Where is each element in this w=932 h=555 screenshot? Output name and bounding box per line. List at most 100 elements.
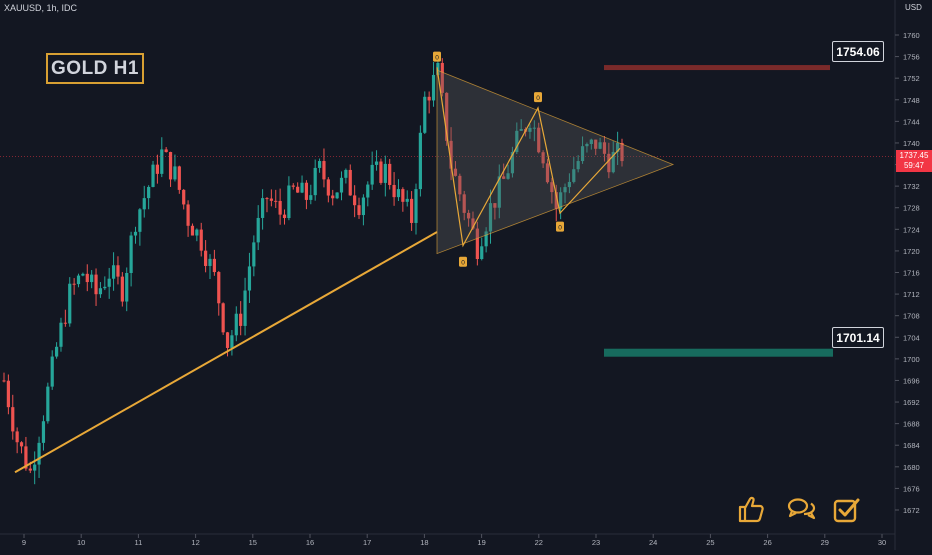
price-tick-label: 1676 [903,484,920,493]
candle-body [335,192,339,199]
candle-body [63,322,67,324]
candle-body [225,332,230,348]
candle-body [265,198,269,200]
price-tick-label: 1700 [903,355,920,364]
thumbs-up-icon[interactable] [736,494,766,524]
candle-body [502,176,506,179]
candle-body [94,274,98,295]
time-tick-label: 23 [592,538,600,547]
candle-body [204,250,208,266]
candle-body [484,231,488,247]
candle-body [475,228,479,260]
candle-body [256,217,260,243]
candle-body [133,231,138,236]
candle-body [142,198,146,210]
candle-body [462,194,466,213]
candle-body [182,189,186,205]
candle-body [155,164,160,174]
candle-body [331,195,335,199]
candle-body [344,169,348,178]
price-tick-label: 1760 [903,31,920,40]
checkmark-icon[interactable] [832,496,862,526]
resistance-level-label: 1754.06 [832,41,884,62]
candle-body [383,163,387,183]
price-axis: 1672 1676 1680 1684 1688 1692 1696 1700 1704 1708… [894,0,920,550]
candle-body [111,265,116,279]
price-tick-label: 1732 [903,182,920,191]
candle-body [287,185,291,219]
time-tick-label: 19 [477,538,485,547]
comments-icon[interactable] [787,494,817,524]
candle-body [230,335,234,348]
candle-body [493,203,497,208]
candle-body [173,166,177,180]
candle-body [453,168,458,176]
candle-body [418,132,422,190]
wave-point-marker [433,51,441,62]
candle-body [195,229,199,236]
candle-body [528,127,532,132]
candlestick-series [2,56,624,485]
candle-body [405,198,409,202]
candle-body [90,274,94,283]
candle-body [611,151,615,173]
candle-body [396,189,401,198]
candle-body [190,225,195,236]
candle-body [208,258,212,266]
candle-body [116,265,120,277]
candle-body [28,468,32,471]
candle-body [107,278,111,287]
wave-point-label: 0 [435,55,439,62]
price-tick-label: 1684 [903,441,920,450]
candle-body [6,380,10,408]
candle-body [576,161,580,170]
price-tick-label: 1672 [903,506,920,515]
candle-body [401,189,405,202]
candle-body [186,204,190,226]
candle-body [427,96,431,101]
support-zone [604,348,833,357]
candle-body [309,195,313,200]
candle-body [510,152,515,174]
time-tick-label: 15 [249,538,257,547]
candle-body [50,356,54,387]
candle-body [317,161,322,168]
pattern-overlays: 0 0 0 0 [0,51,895,474]
price-tick-label: 1720 [903,247,920,256]
price-tick-label: 1716 [903,269,920,278]
price-tick-label: 1704 [903,333,920,342]
resistance-zone [604,65,830,71]
candle-body [607,153,611,173]
candle-body [212,258,216,273]
candle-body [361,197,366,216]
candle-body [217,272,221,304]
candle-body [537,127,541,153]
candle-body [374,161,379,165]
price-tick-label: 1748 [903,96,920,105]
candle-body [81,273,85,276]
price-tick-label: 1680 [903,463,920,472]
candle-body [313,167,317,196]
wave-point-marker [556,221,564,232]
candle-body [59,322,63,347]
price-tick-label: 1688 [903,420,920,429]
current-price: 1737.45 [899,151,929,160]
support-level-label: 1701.14 [832,327,884,348]
price-tick-label: 1728 [903,204,920,213]
candle-body [76,275,81,285]
candle-body [125,272,129,302]
candle-body [585,143,589,147]
candle-body [269,198,273,201]
candle-body [388,163,392,185]
candle-body [24,446,28,469]
candle-body [392,184,396,198]
price-tick-label: 1692 [903,398,920,407]
candle-body [567,181,572,188]
wave-point-label: 0 [461,260,465,267]
price-tick-label: 1724 [903,225,920,234]
price-tick-label: 1696 [903,376,920,385]
candle-body [54,346,59,357]
candle-body [72,283,76,285]
